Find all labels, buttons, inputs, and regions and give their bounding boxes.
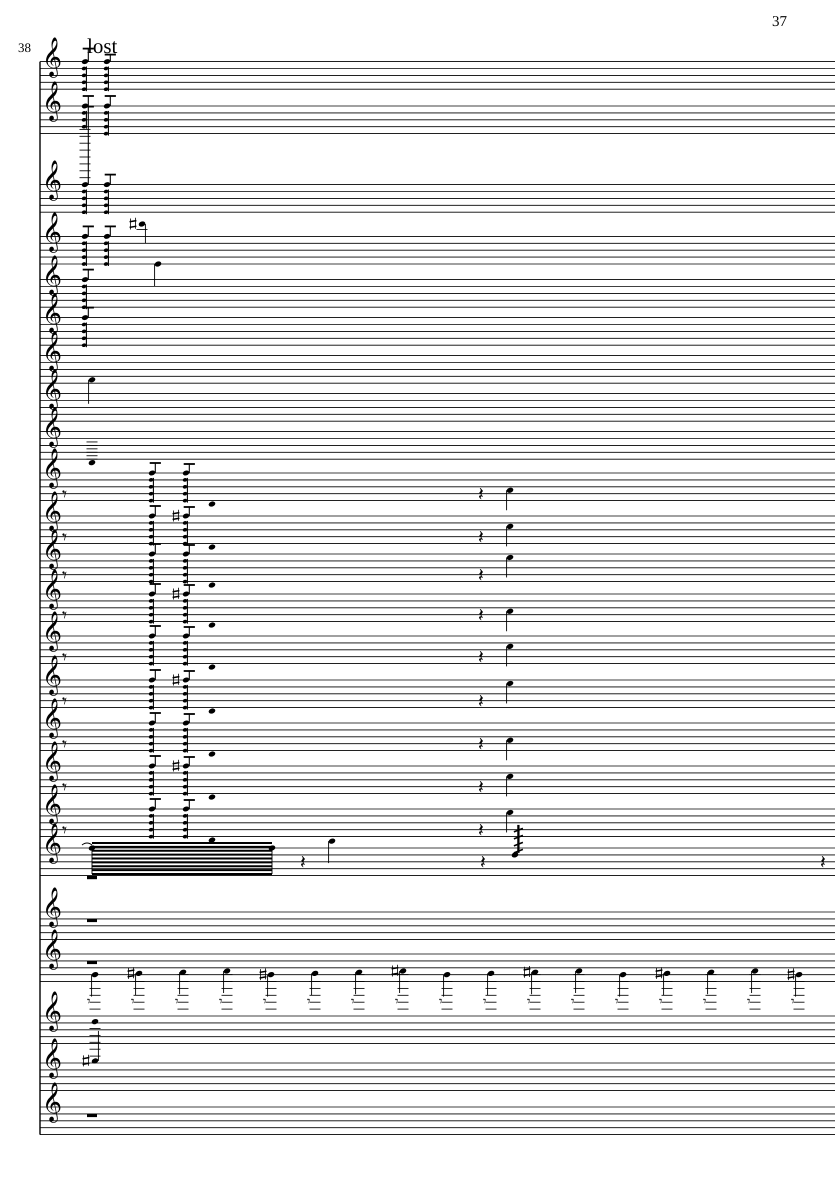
svg-text:𝄾: 𝄾 (747, 994, 751, 1009)
svg-text:𝄾: 𝄾 (62, 735, 67, 756)
svg-text:𝄽: 𝄽 (478, 821, 484, 842)
svg-text:𝄾: 𝄾 (659, 994, 663, 1009)
svg-text:𝄾: 𝄾 (703, 994, 707, 1009)
svg-text:𝄾: 𝄾 (62, 566, 67, 587)
svg-text:𝄽: 𝄽 (478, 606, 484, 627)
svg-text:𝄾: 𝄾 (175, 994, 179, 1009)
svg-text:𝄾: 𝄾 (571, 994, 575, 1009)
svg-text:𝄾: 𝄾 (62, 485, 67, 506)
svg-text:𝄾: 𝄾 (483, 994, 487, 1009)
svg-text:𝄾: 𝄾 (615, 994, 619, 1009)
svg-text:𝄽: 𝄽 (478, 485, 484, 506)
svg-text:𝄽: 𝄽 (478, 566, 484, 587)
svg-text:𝄽: 𝄽 (478, 778, 484, 799)
svg-text:𝄾: 𝄾 (62, 528, 67, 549)
svg-text:𝄾: 𝄾 (791, 994, 795, 1009)
svg-text:𝄾: 𝄾 (62, 692, 67, 713)
svg-text:𝄾: 𝄾 (62, 606, 67, 627)
svg-text:𝄾: 𝄾 (219, 994, 223, 1009)
svg-text:𝄾: 𝄾 (307, 994, 311, 1009)
svg-text:𝄾: 𝄾 (131, 994, 135, 1009)
svg-text:𝄽: 𝄽 (478, 528, 484, 549)
svg-text:𝄽: 𝄽 (480, 853, 486, 874)
svg-text:𝄾: 𝄾 (62, 778, 67, 799)
svg-text:𝄾: 𝄾 (62, 648, 67, 669)
svg-text:𝄾: 𝄾 (439, 994, 443, 1009)
svg-text:𝄾: 𝄾 (87, 994, 91, 1009)
svg-text:𝄽: 𝄽 (478, 692, 484, 713)
svg-text:𝄾: 𝄾 (62, 821, 67, 842)
svg-text:𝄽: 𝄽 (478, 735, 484, 756)
svg-text:𝄾: 𝄾 (351, 994, 355, 1009)
svg-text:𝄾: 𝄾 (527, 994, 531, 1009)
svg-text:𝄾: 𝄾 (395, 994, 399, 1009)
svg-text:𝄽: 𝄽 (478, 648, 484, 669)
svg-text:𝄾: 𝄾 (263, 994, 267, 1009)
svg-text:𝄽: 𝄽 (300, 853, 306, 874)
svg-text:𝄽: 𝄽 (820, 853, 826, 874)
